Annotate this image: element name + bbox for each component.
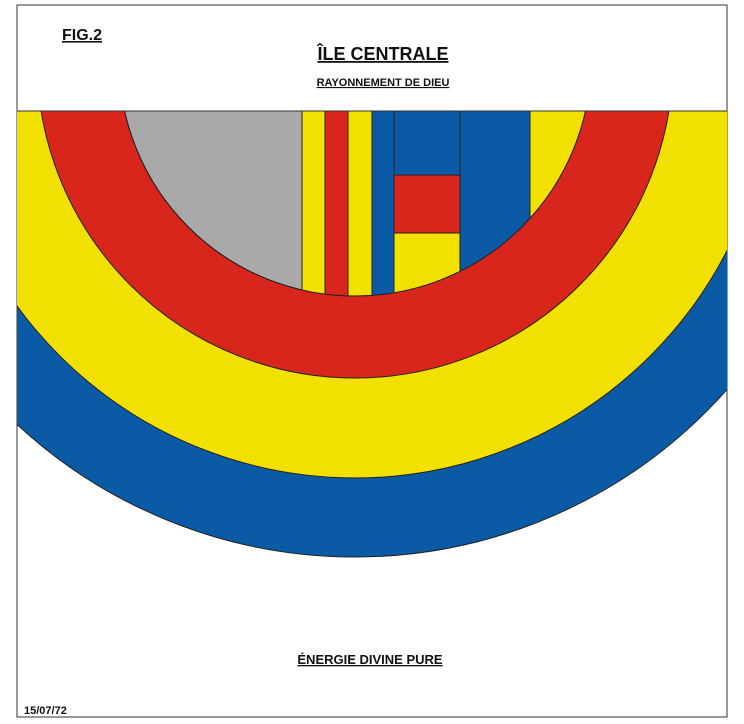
subtitle: RAYONNEMENT DE DIEU	[317, 77, 450, 89]
title: ÎLE CENTRALE	[316, 43, 448, 64]
caption: ÉNERGIE DIVINE PURE	[297, 652, 443, 667]
rings	[17, 111, 727, 558]
date: 15/07/72	[24, 705, 67, 717]
figure-label: FIG.2	[62, 27, 102, 44]
